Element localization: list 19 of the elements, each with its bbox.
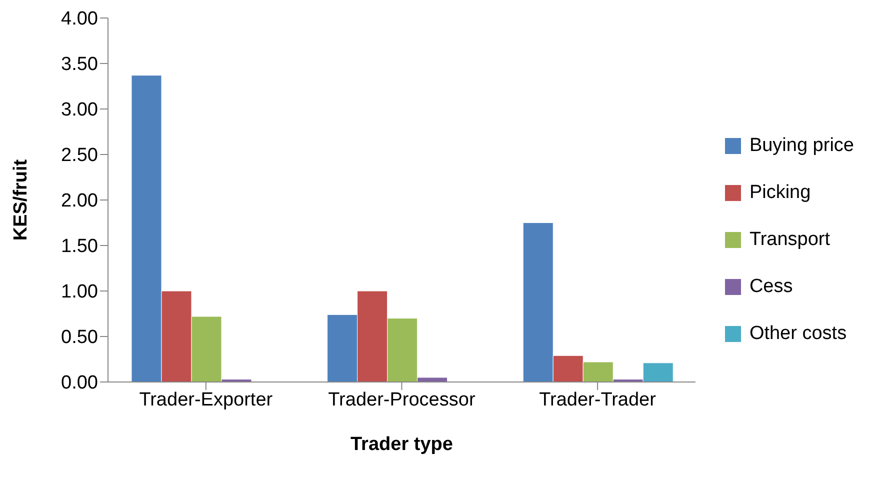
y-tick-label: 3.50 (61, 54, 98, 76)
y-tick-label: 2.00 (61, 190, 98, 212)
x-axis-title: Trader type (350, 434, 453, 455)
legend-label: Cess (749, 276, 793, 296)
y-tick-label: 4.00 (61, 8, 98, 30)
y-tick-label: 0.00 (61, 372, 98, 394)
legend-label: Other costs (749, 322, 847, 344)
x-tick-label: Trader-Trader (539, 389, 657, 410)
y-tick-label: 3.00 (61, 100, 98, 121)
legend-label: Buying price (749, 134, 854, 156)
legend-label: Picking (749, 182, 811, 202)
legend-label: Transport (749, 228, 830, 250)
y-tick-label: 1.00 (61, 282, 98, 303)
x-tick-label: Trader-Exporter (139, 389, 274, 410)
y-tick-label: 0.50 (61, 327, 98, 348)
y-axis-title: KES/fruit (10, 158, 32, 241)
x-tick-label: Trader-Processor (328, 389, 476, 410)
y-tick-label: 2.50 (61, 145, 98, 166)
y-tick-label: 1.50 (61, 236, 98, 258)
